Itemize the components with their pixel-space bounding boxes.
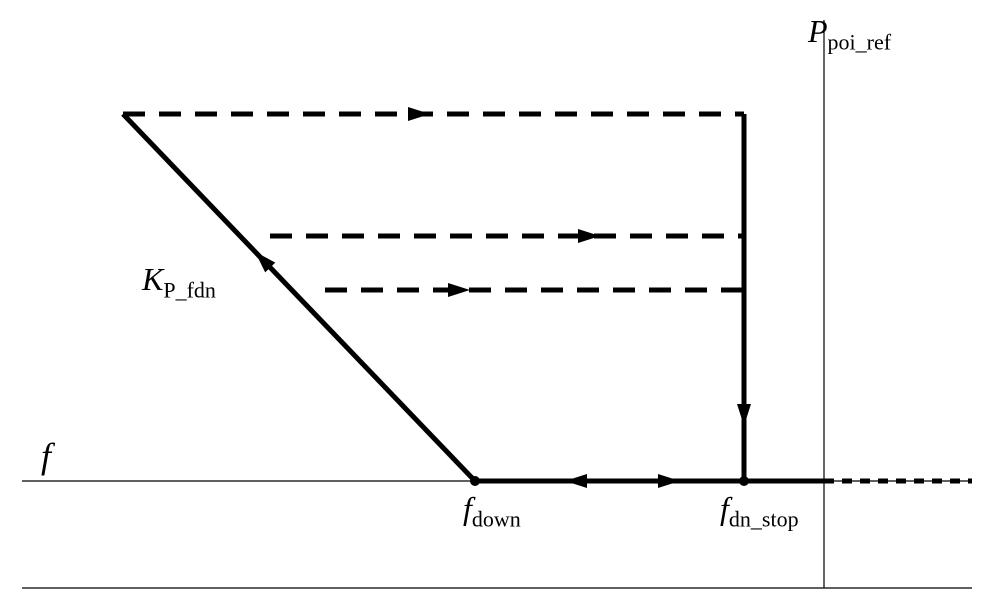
label-f-dn-stop: fdn_stop <box>720 490 799 532</box>
label-K-P-fdn: KP_fdn <box>142 261 216 303</box>
label-f: f <box>41 435 51 477</box>
label-P-poi-ref: Ppoi_ref <box>808 13 891 55</box>
diagram-canvas: Ppoi_ref KP_fdn f fdown fdn_stop <box>0 0 1000 596</box>
label-f-down: fdown <box>463 490 521 532</box>
